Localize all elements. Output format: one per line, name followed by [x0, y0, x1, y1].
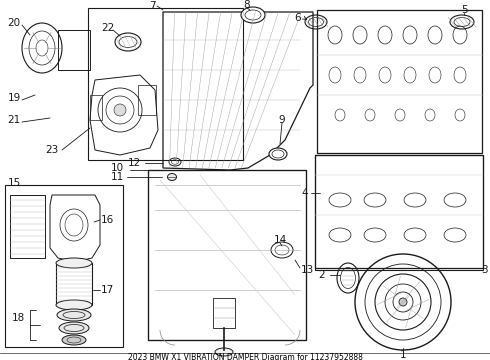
Text: 10: 10: [110, 163, 123, 173]
Bar: [148, 170, 306, 340]
Ellipse shape: [215, 348, 233, 356]
Ellipse shape: [56, 258, 92, 268]
Text: 17: 17: [100, 285, 114, 295]
Ellipse shape: [241, 7, 265, 23]
Text: 8: 8: [244, 0, 250, 10]
Bar: [56, 263, 92, 305]
Text: 4: 4: [302, 188, 308, 198]
Text: 14: 14: [273, 235, 287, 245]
Text: 15: 15: [7, 178, 21, 188]
Text: 11: 11: [110, 172, 123, 182]
Ellipse shape: [115, 33, 141, 51]
Ellipse shape: [168, 174, 176, 180]
Text: 20: 20: [7, 18, 21, 28]
Circle shape: [399, 298, 407, 306]
Bar: [58, 30, 90, 70]
Bar: [88, 8, 243, 160]
Ellipse shape: [305, 15, 327, 29]
Ellipse shape: [59, 322, 89, 334]
Bar: [5, 185, 123, 347]
Bar: [90, 95, 102, 120]
Bar: [315, 155, 483, 270]
Text: 18: 18: [11, 313, 24, 323]
Text: 13: 13: [300, 265, 314, 275]
Text: 2: 2: [318, 270, 325, 280]
Ellipse shape: [269, 148, 287, 160]
Text: 3: 3: [481, 265, 488, 275]
Bar: [317, 10, 482, 153]
Bar: [138, 85, 156, 115]
Ellipse shape: [56, 300, 92, 310]
Text: 1: 1: [400, 350, 406, 360]
Circle shape: [114, 104, 126, 116]
Text: 9: 9: [279, 115, 285, 125]
Ellipse shape: [62, 335, 86, 345]
Text: 21: 21: [7, 115, 21, 125]
Ellipse shape: [57, 309, 91, 321]
Text: 22: 22: [101, 23, 115, 33]
Text: 2023 BMW X1 VIBRATION DAMPER Diagram for 11237952888: 2023 BMW X1 VIBRATION DAMPER Diagram for…: [127, 354, 363, 360]
Text: 23: 23: [46, 145, 59, 155]
Text: 12: 12: [127, 158, 141, 168]
Text: 6: 6: [294, 13, 301, 23]
Ellipse shape: [450, 15, 474, 29]
Bar: [213, 298, 235, 328]
Text: 16: 16: [100, 215, 114, 225]
Text: 7: 7: [148, 1, 155, 11]
Text: 19: 19: [7, 93, 21, 103]
Text: 5: 5: [461, 5, 467, 15]
